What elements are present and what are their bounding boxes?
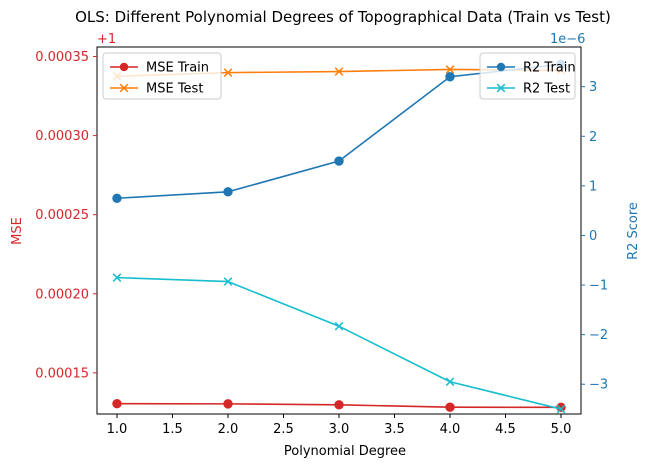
right-tick-label: 3 (589, 80, 597, 95)
mse-test-point-stroke (445, 65, 455, 74)
mse-train-point (112, 399, 122, 409)
mse-train-point (223, 399, 233, 409)
x-axis-label: Polynomial Degree (284, 444, 406, 459)
legend-right-swatch-marker (496, 62, 506, 72)
right-axis-label: R2 Score (626, 202, 641, 260)
r2-test-point (445, 377, 455, 387)
right-tick-label: 1 (589, 179, 597, 194)
r2-test-point (223, 277, 233, 286)
right-tick-label: 2 (589, 130, 597, 145)
left-tick-label: 0.00035 (35, 50, 89, 65)
mse-test-point (445, 65, 455, 74)
left-tick-label: 0.00025 (35, 208, 89, 223)
x-tick-label: 3.0 (329, 422, 350, 437)
r2-train-point (112, 193, 122, 203)
mse-test-point-stroke (223, 68, 233, 77)
r2-test-point (334, 321, 344, 331)
x-tick-label: 2.0 (218, 422, 239, 437)
r2-test-point-stroke (445, 377, 455, 387)
x-tick-label: 2.5 (273, 422, 294, 437)
left-tick-label: 0.00015 (35, 366, 89, 381)
x-tick-label: 1.0 (107, 422, 128, 437)
legend-right-swatch-marker (496, 83, 506, 93)
legend-left: MSE Train MSE Test (102, 52, 222, 100)
r2-test-point-stroke (334, 321, 344, 331)
x-tick-label: 3.5 (384, 422, 405, 437)
mse-test-point (334, 67, 344, 76)
mse-test-point (223, 68, 233, 77)
left-tick-label: 0.00020 (35, 287, 89, 302)
left-axis-offset-text: +1 (97, 32, 116, 47)
x-tick-label: 4.0 (440, 422, 461, 437)
legend-left-swatch-marker (119, 83, 129, 93)
legend-right-entry-label: R2 Train (523, 61, 576, 76)
legend-left-entry-label: MSE Test (146, 82, 203, 97)
r2-test-line (116, 276, 562, 410)
mse-train-point (334, 400, 344, 410)
mse-train-point (445, 402, 455, 412)
legend-right: R2 Train R2 Test (479, 52, 576, 100)
chart-title: OLS: Different Polynomial Degrees of Top… (75, 8, 611, 26)
legend-left-swatch-marker (119, 62, 129, 72)
plot-frame (96, 46, 582, 415)
mse-test-point-stroke (334, 67, 344, 76)
r2-train-point (445, 72, 455, 82)
right-tick-label: −3 (589, 378, 608, 393)
right-tick-label: −2 (589, 328, 608, 343)
right-axis-offset-text: 1e−6 (550, 32, 585, 47)
r2-test-point (556, 404, 566, 414)
r2-test-point-stroke (112, 273, 122, 282)
r2-train-point (223, 187, 233, 197)
right-tick-label: 0 (589, 229, 597, 244)
x-tick-label: 5.0 (551, 422, 572, 437)
mse-train-point (556, 402, 566, 413)
r2-train-point (334, 156, 344, 166)
r2-test-point-stroke (556, 404, 566, 414)
left-axis-label: MSE (10, 217, 25, 245)
legend-left-entry-label: MSE Train (146, 61, 209, 76)
r2-test-point-stroke (223, 277, 233, 286)
left-tick-label: 0.00030 (35, 129, 89, 144)
legend-right-entry-label: R2 Test (523, 82, 570, 97)
x-tick-label: 1.5 (162, 422, 183, 437)
right-tick-label: −1 (589, 279, 608, 294)
x-tick-label: 4.5 (495, 422, 516, 437)
r2-test-point (112, 273, 122, 282)
